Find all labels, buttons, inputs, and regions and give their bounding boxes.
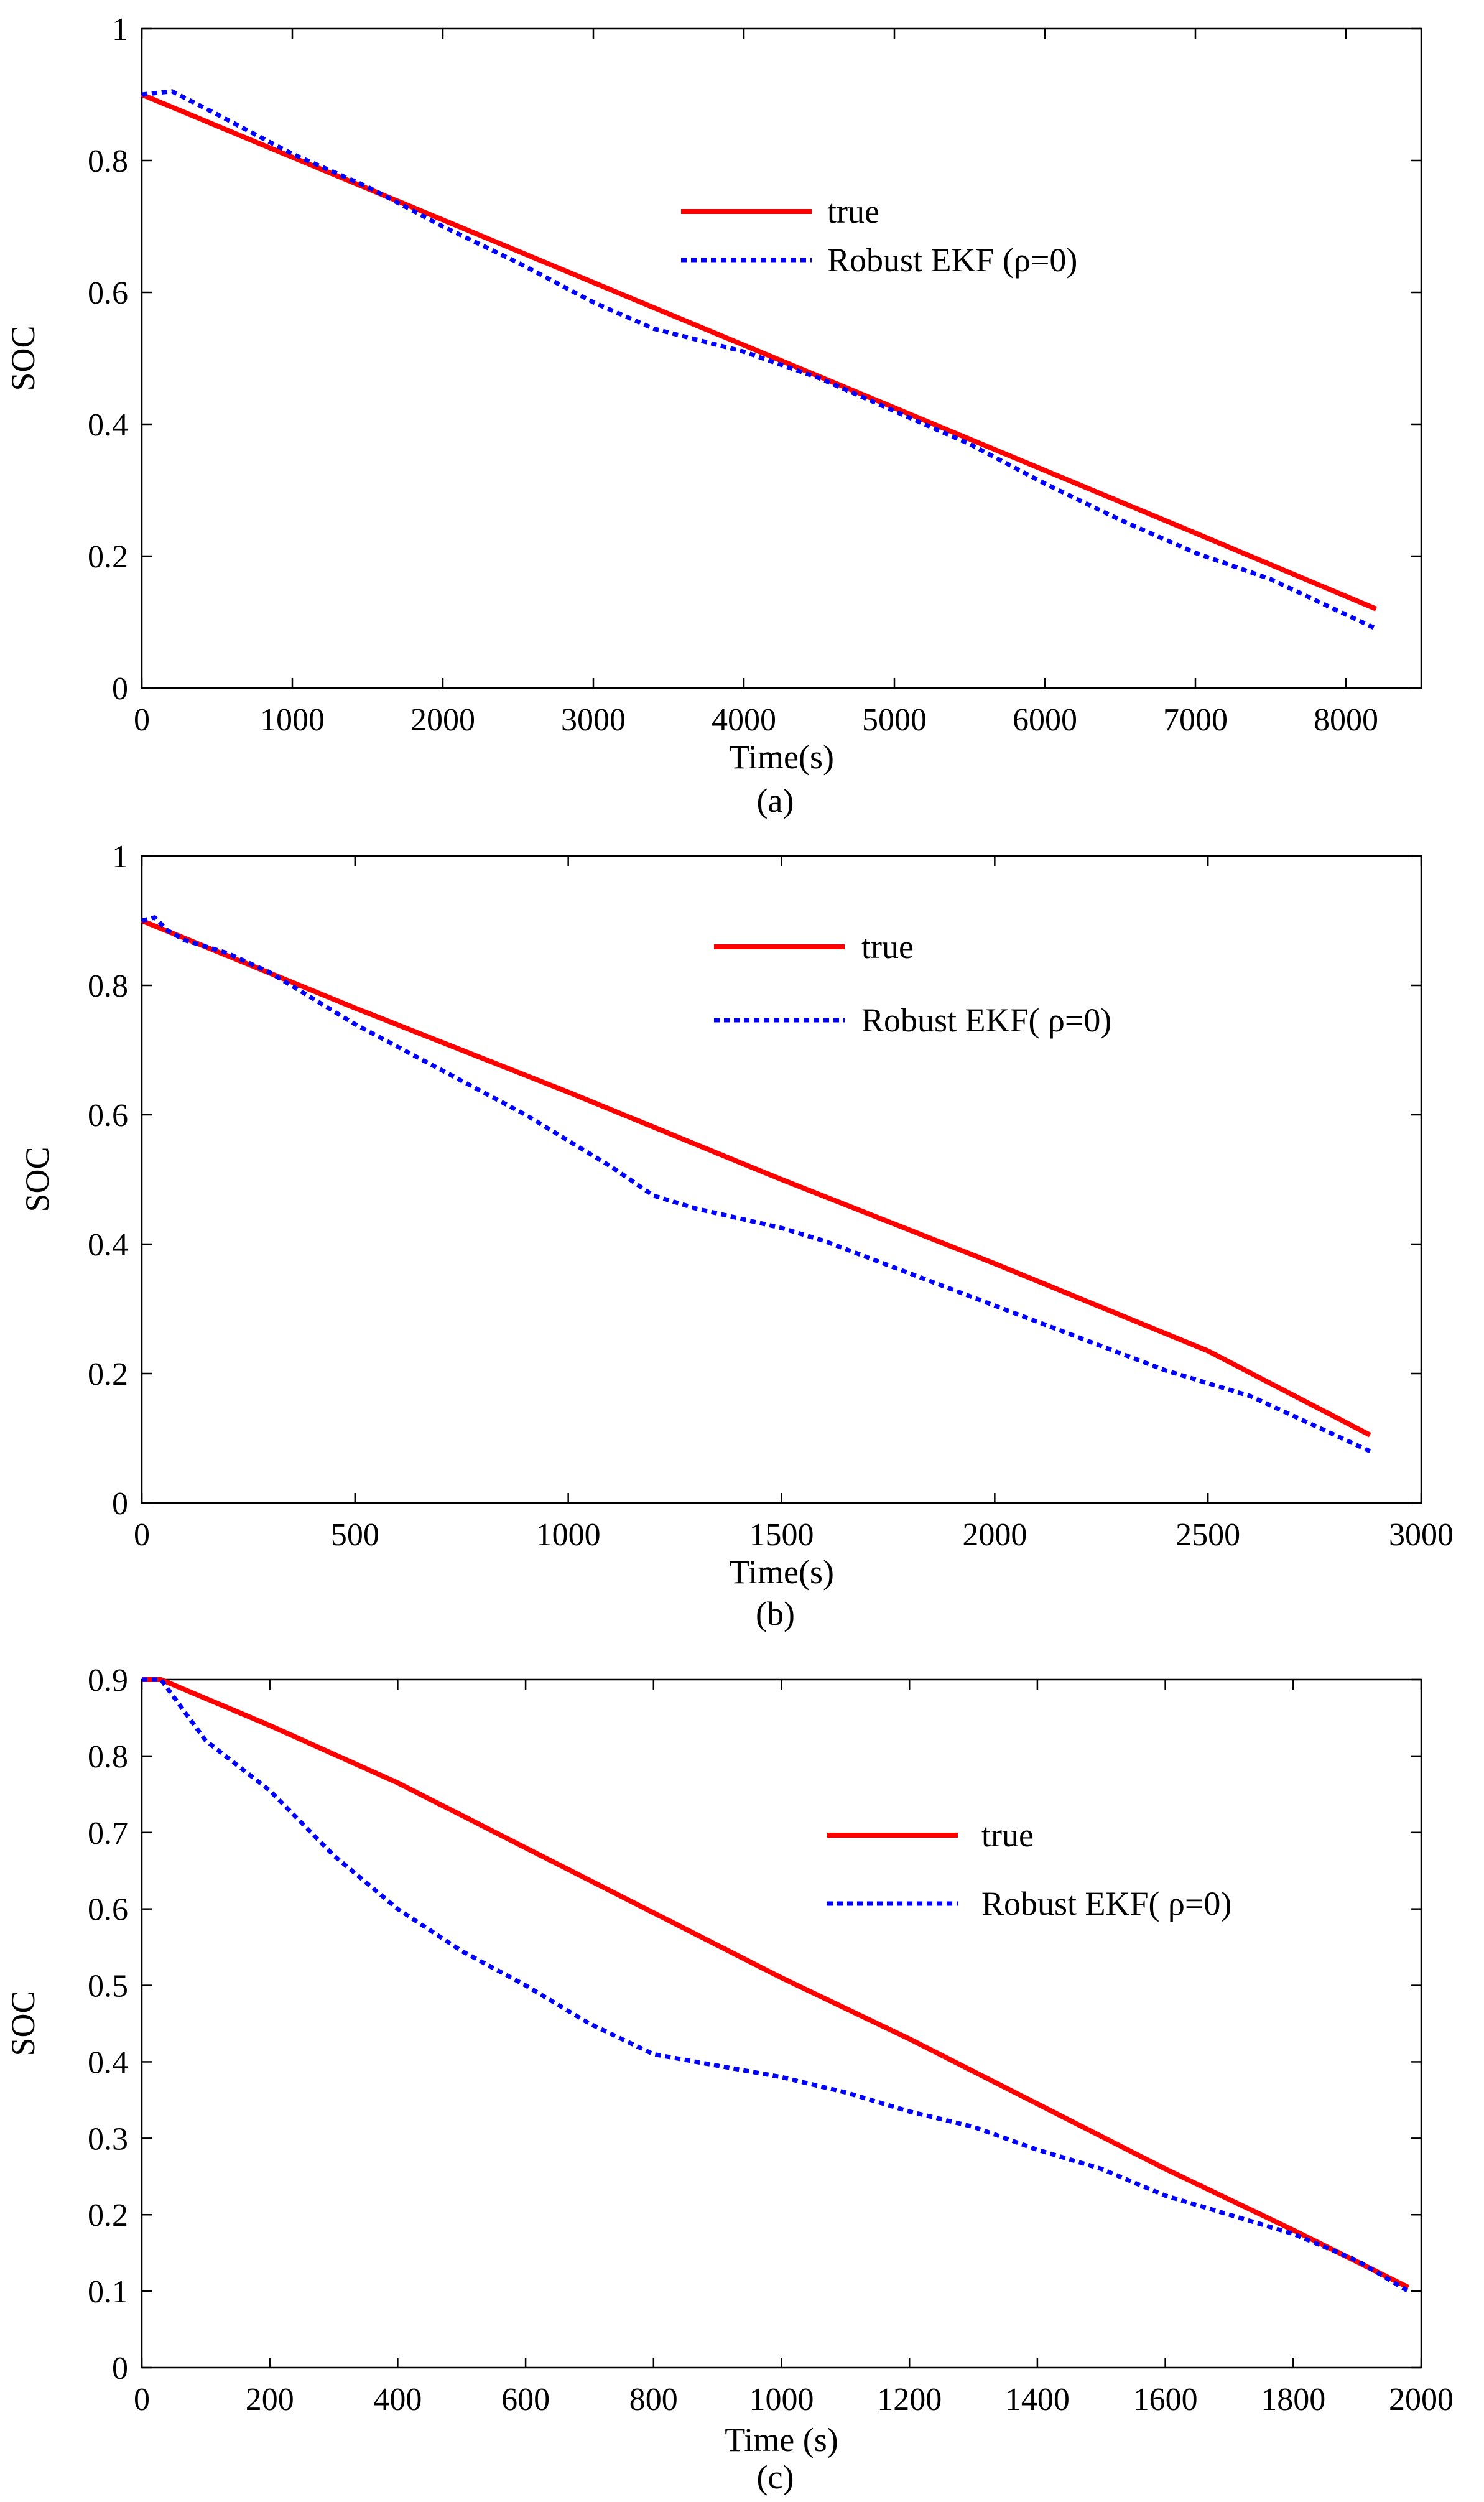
x-axis-label: Time (s)	[725, 2421, 838, 2458]
x-tick-label: 2500	[1176, 1517, 1240, 1553]
y-tick-label: 0.3	[88, 2121, 128, 2157]
x-tick-label: 1800	[1261, 2382, 1325, 2417]
x-tick-label: 0	[134, 2382, 150, 2417]
y-tick-label: 0.7	[88, 1816, 128, 1851]
legend-label: Robust EKF( ρ=0)	[981, 1885, 1231, 1922]
y-tick-label: 1	[112, 12, 128, 47]
y-tick-label: 0.4	[88, 407, 128, 443]
x-tick-label: 800	[629, 2382, 678, 2417]
y-tick-label: 0.8	[88, 1739, 128, 1775]
x-tick-label: 200	[246, 2382, 294, 2417]
x-tick-label: 400	[373, 2382, 422, 2417]
x-tick-label: 1000	[260, 702, 325, 738]
y-tick-label: 0.1	[88, 2274, 128, 2310]
panel-caption: (a)	[757, 782, 794, 819]
y-tick-label: 0	[112, 2351, 128, 2386]
series-line-true	[141, 92, 1377, 612]
plot-frame	[141, 1678, 1422, 2369]
series-line-robust-ekf	[141, 89, 1377, 631]
series-line-robust-ekf	[141, 915, 1371, 1453]
legend-label: true	[827, 193, 879, 230]
series-line-true	[141, 918, 1371, 1438]
x-tick-label: 2000	[410, 702, 475, 738]
y-tick-label: 0.9	[88, 1663, 128, 1698]
legend-label: true	[861, 928, 914, 965]
chart-panel-2: 0 500 1000 1500 2000 2500 3000 0 0.2 0.4 0.6 0.8 1 Ti…	[19, 839, 1454, 1632]
x-tick-label: 8000	[1314, 702, 1378, 738]
y-tick-label: 0.4	[88, 2045, 128, 2080]
x-axis-label: Time(s)	[729, 1553, 834, 1591]
x-tick-label: 2000	[962, 1517, 1027, 1553]
y-tick-label: 0.2	[88, 1357, 128, 1392]
x-tick-label: 0	[134, 1517, 150, 1553]
y-tick-label: 0.2	[88, 2198, 128, 2233]
y-tick-label: 0.4	[88, 1227, 128, 1263]
chart-panel-1: 0 1000 2000 3000 4000 5000 6000 7000 8000 0 0.2 0.4…	[4, 12, 1422, 819]
series-line-true	[142, 1677, 1410, 2290]
x-tick-label: 7000	[1163, 702, 1228, 738]
x-tick-label: 3000	[1389, 1517, 1454, 1553]
x-tick-label: 1500	[749, 1517, 814, 1553]
chart-panel-3: 0 200 400 600 800 1000 1200 1400 1600 1800 2000 0 0.…	[4, 1663, 1454, 2496]
x-tick-label: 3000	[561, 702, 626, 738]
y-tick-label: 0.6	[88, 1892, 128, 1928]
legend-label: Robust EKF (ρ=0)	[827, 241, 1077, 279]
x-tick-label: 500	[331, 1517, 379, 1553]
x-tick-label: 1000	[536, 1517, 601, 1553]
x-tick-label: 5000	[862, 702, 927, 738]
panel-caption: (b)	[756, 1595, 795, 1632]
y-tick-label: 0.6	[88, 1098, 128, 1133]
x-tick-label: 4000	[712, 702, 776, 738]
y-axis-label: SOC	[4, 325, 42, 391]
x-tick-label: 600	[501, 2382, 550, 2417]
y-tick-label: 1	[112, 839, 128, 875]
y-tick-label: 0.8	[88, 969, 128, 1004]
panel-caption: (c)	[757, 2458, 794, 2496]
legend-label: Robust EKF( ρ=0)	[861, 1002, 1111, 1039]
y-axis-label: SOC	[19, 1146, 56, 1212]
y-tick-label: 0.5	[88, 1969, 128, 2004]
y-tick-label: 0	[112, 1486, 128, 1522]
legend-label: true	[981, 1816, 1034, 1854]
y-tick-label: 0	[112, 671, 128, 707]
x-tick-label: 1000	[749, 2382, 814, 2417]
x-tick-label: 1600	[1133, 2382, 1198, 2417]
y-tick-label: 0.6	[88, 276, 128, 311]
x-tick-label: 2000	[1389, 2382, 1454, 2417]
x-tick-label: 6000	[1013, 702, 1077, 738]
x-tick-label: 0	[134, 702, 150, 738]
x-tick-label: 1200	[877, 2382, 942, 2417]
series-line-robust-ekf	[142, 1677, 1410, 2294]
y-tick-label: 0.2	[88, 539, 128, 575]
y-tick-label: 0.8	[88, 144, 128, 179]
y-axis-label: SOC	[4, 1991, 42, 2056]
x-tick-label: 1400	[1005, 2382, 1070, 2417]
plot-frame	[141, 27, 1422, 689]
x-axis-label: Time(s)	[729, 738, 834, 776]
